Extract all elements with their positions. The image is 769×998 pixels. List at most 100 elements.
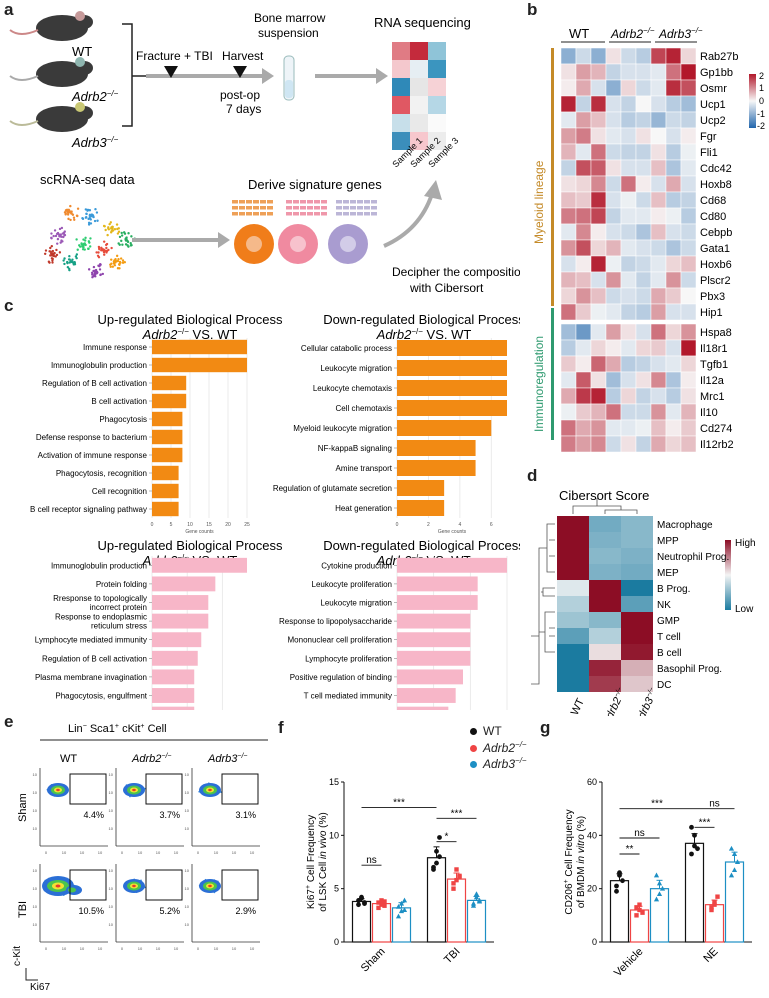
- mini-heatmap-cell: [410, 114, 428, 132]
- bar: [629, 909, 650, 943]
- bar: [466, 899, 487, 943]
- data-point: [451, 881, 456, 886]
- signature-bar: [336, 200, 342, 204]
- signature-bar: [267, 206, 273, 210]
- signature-bar: [267, 212, 273, 216]
- flow-x-tick: 10: [250, 946, 255, 951]
- tsne-point: [89, 222, 93, 225]
- bar: [397, 557, 507, 573]
- cibersort-cell: [557, 596, 589, 612]
- tsne-point: [97, 251, 100, 254]
- bar: [397, 360, 507, 376]
- signature-bar: [293, 206, 299, 210]
- tsne-point: [62, 231, 66, 235]
- tsne-point: [76, 248, 79, 251]
- data-point: [395, 913, 402, 919]
- cibersort-cell: [621, 532, 653, 548]
- heatmap-cell: [605, 387, 622, 405]
- bar: [397, 706, 449, 710]
- tsne-point: [80, 242, 83, 245]
- flow-gate: [145, 869, 183, 901]
- cibersort-row-label: MPP: [657, 536, 679, 547]
- flow-y-tick: 10: [109, 772, 114, 777]
- flow-y-tick: 10: [33, 886, 38, 891]
- heatmap-cell: [560, 355, 577, 373]
- cibersort-row-label: T cell: [657, 632, 681, 643]
- significance-label: ***: [699, 817, 711, 828]
- y-axis-label: Ki67+ Cell Frequency: [305, 815, 317, 909]
- significance-label: ns: [634, 828, 645, 839]
- heatmap-cell: [680, 159, 697, 177]
- legend-adrb3: Adrb3: [483, 757, 516, 771]
- flow-x-tick: 10: [174, 946, 179, 951]
- heatmap-cell: [590, 355, 607, 373]
- tsne-point: [70, 212, 73, 215]
- cibersort-cell: [621, 660, 653, 676]
- tsne-point: [102, 248, 105, 251]
- tsne-point: [109, 265, 112, 268]
- heatmap-cell: [560, 323, 577, 341]
- heatmap-gene-label: Cebpb: [700, 227, 732, 239]
- heatmap-cell: [560, 403, 577, 421]
- cibersort-row-label: Basophil Prog.: [657, 664, 722, 675]
- flow-y-tick: 10: [109, 808, 114, 813]
- tsne-point: [69, 218, 72, 222]
- tsne-point: [129, 244, 133, 247]
- bar: [152, 557, 247, 573]
- heatmap-gene-label: Cd68: [700, 195, 726, 207]
- tsne-point: [73, 218, 76, 221]
- decipher-label: Decipher the composition: [392, 265, 520, 279]
- data-point: [379, 902, 384, 907]
- cibersort-title: Cibersort Score: [559, 488, 649, 503]
- mini-heatmap-cell: [392, 114, 410, 132]
- heatmap-cell: [620, 79, 637, 97]
- tsne-point: [98, 268, 102, 271]
- heatmap-cell: [560, 127, 577, 145]
- data-point: [359, 895, 364, 901]
- cibersort-cell: [589, 580, 621, 596]
- heatmap-cell: [590, 175, 607, 193]
- heatmap-cell: [665, 79, 682, 97]
- heatmap-cell: [575, 191, 592, 209]
- mini-heatmap-cell: [410, 60, 428, 78]
- heatmap-cell: [590, 371, 607, 389]
- bar-chart-title: Down-regulated Biological Process: [323, 538, 520, 553]
- flow-gate-percent: 10.5%: [78, 906, 104, 916]
- tsne-point: [102, 250, 106, 254]
- flow-gate-percent: 5.2%: [159, 906, 180, 916]
- heatmap-cell: [680, 255, 697, 273]
- heatmap-cell: [575, 303, 592, 321]
- heatmap-cell: [560, 339, 577, 357]
- heatmap-cell: [650, 387, 667, 405]
- heatmap-gene-label: Cdc42: [700, 163, 732, 175]
- flow-gate: [221, 869, 259, 901]
- tsne-point: [43, 252, 47, 255]
- cibersort-cell: [589, 596, 621, 612]
- heatmap-cell: [605, 127, 622, 145]
- y-axis-label-2: of LSK Cell in vivo (%): [318, 812, 329, 912]
- heatmap-cell: [605, 419, 622, 437]
- heatmap-cell: [605, 287, 622, 305]
- heatmap-cell: [590, 191, 607, 209]
- tsne-point: [71, 258, 74, 261]
- tsne-point: [98, 247, 101, 251]
- category-label: Leukocyte chemotaxis: [313, 384, 392, 393]
- data-point: [382, 899, 387, 904]
- flow-x-tick: 10: [232, 946, 237, 951]
- heatmap-cell: [665, 95, 682, 113]
- heatmap-cell: [590, 63, 607, 81]
- mini-heatmap-cell: [410, 132, 428, 150]
- data-point: [454, 877, 459, 883]
- tsne-point: [124, 238, 128, 242]
- heatmap-cell: [635, 303, 652, 321]
- data-point: [728, 872, 735, 878]
- cibersort-cell: [557, 612, 589, 628]
- bar: [152, 613, 209, 629]
- category-label: NF-kappaB signaling: [318, 444, 392, 453]
- data-point: [712, 902, 717, 907]
- x-tick-label: 4: [458, 522, 461, 528]
- heatmap-cell: [620, 355, 637, 373]
- heatmap-cell: [680, 387, 697, 405]
- heatmap-gene-label: Cd80: [700, 211, 726, 223]
- mini-heatmap: [392, 42, 446, 150]
